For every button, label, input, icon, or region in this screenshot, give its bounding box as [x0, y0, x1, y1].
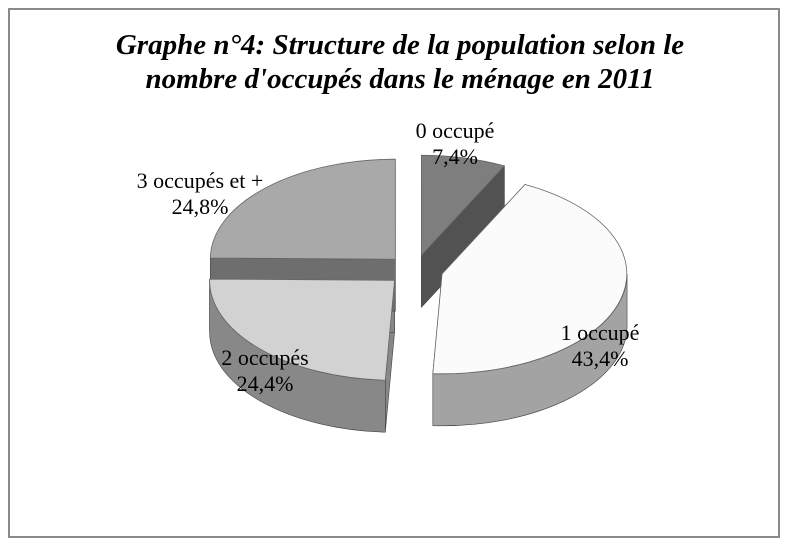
chart-title: Graphe n°4: Structure de la population s…	[90, 28, 710, 96]
value-label: 7,4%	[400, 144, 510, 170]
category-label: 0 occupé	[400, 118, 510, 144]
value-label: 24,4%	[200, 371, 330, 397]
category-label: 1 occupé	[540, 320, 660, 346]
category-label: 2 occupés	[200, 345, 330, 371]
category-label: 3 occupés et +	[135, 168, 265, 194]
data-label: 3 occupés et +24,8%	[135, 168, 265, 220]
value-label: 43,4%	[540, 346, 660, 372]
chart: Graphe n°4: Structure de la population s…	[0, 0, 790, 525]
value-label: 24,8%	[135, 194, 265, 220]
